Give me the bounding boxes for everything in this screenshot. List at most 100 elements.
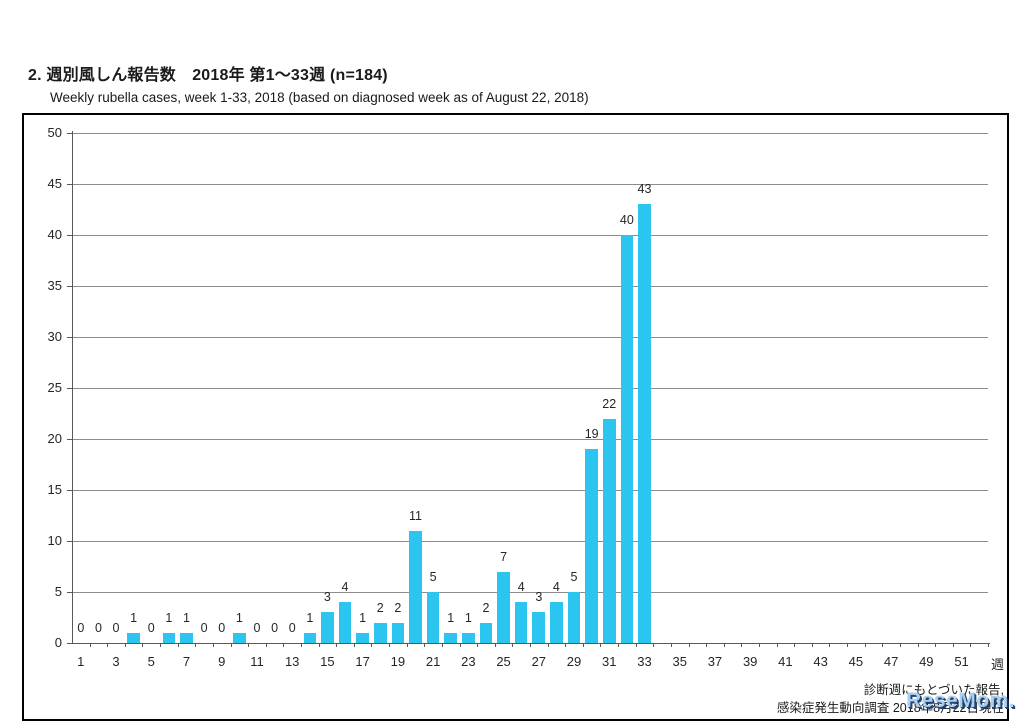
x-axis-tick <box>512 643 514 647</box>
x-axis-tick <box>212 643 214 647</box>
x-axis-tick <box>935 643 937 647</box>
x-axis-tick <box>899 643 901 647</box>
bar-week-23 <box>462 632 475 643</box>
x-axis-tick <box>547 643 549 647</box>
x-axis-tick <box>741 643 743 647</box>
bar-value-label: 1 <box>235 610 243 625</box>
y-axis-tick-label: 15 <box>47 482 62 497</box>
x-axis-tick-label: 37 <box>707 654 723 669</box>
bar-value-label: 40 <box>619 213 634 227</box>
x-axis-tick-label: 19 <box>390 654 406 669</box>
x-axis-tick-label: 35 <box>672 654 687 669</box>
x-axis-line <box>72 643 990 645</box>
source-note-line1: 診断週にもとづいた報告, <box>863 683 1004 697</box>
bar-value-label: 4 <box>552 580 560 595</box>
bar-week-20 <box>409 530 422 643</box>
bar-value-label: 2 <box>376 600 384 615</box>
x-axis-tick <box>283 643 285 647</box>
x-axis-tick <box>970 643 972 647</box>
x-axis-tick <box>706 643 708 647</box>
y-axis-tick-label: 50 <box>47 125 62 140</box>
x-axis-tick <box>688 643 690 647</box>
y-axis-tick-label: 0 <box>54 635 62 650</box>
y-axis-tick-label: 10 <box>47 533 62 548</box>
x-axis-tick <box>248 643 250 647</box>
gridline <box>73 133 988 134</box>
x-axis-tick-label: 11 <box>250 654 264 669</box>
y-axis-tick-label: 20 <box>47 431 62 446</box>
x-axis-tick-label: 9 <box>218 654 226 669</box>
x-axis-tick <box>794 643 796 647</box>
x-axis-tick <box>389 643 391 647</box>
bar-value-label: 2 <box>482 600 490 615</box>
x-axis-tick-label: 51 <box>954 654 969 669</box>
x-axis-tick <box>353 643 355 647</box>
bar-value-label: 5 <box>429 570 437 584</box>
y-axis-tick <box>67 541 72 543</box>
y-axis-tick <box>67 490 72 492</box>
x-axis-tick <box>635 643 637 647</box>
x-axis-tick <box>406 643 408 647</box>
x-axis-tick <box>670 643 672 647</box>
bar-value-label: 19 <box>584 427 599 442</box>
gridline <box>73 337 988 338</box>
y-axis-tick-label: 25 <box>47 380 62 395</box>
bar-value-label: 0 <box>218 621 226 635</box>
bar-week-26 <box>514 602 528 643</box>
x-axis-tick <box>160 643 162 647</box>
x-axis-tick <box>318 643 320 647</box>
x-axis-unit-label: 週 <box>991 657 1005 672</box>
x-axis-tick <box>494 643 496 647</box>
chart-title: 2. 週別風しん報告数 2018年 第1～33週 (n=184) <box>28 67 388 84</box>
x-axis-tick-label: 13 <box>284 654 300 669</box>
y-axis-tick <box>67 337 72 339</box>
x-axis-tick <box>336 643 338 647</box>
x-axis-tick <box>618 643 620 647</box>
x-axis-tick <box>952 643 954 647</box>
bar-value-label: 2 <box>394 600 402 615</box>
bar-value-label: 1 <box>447 610 455 625</box>
bar-value-label: 0 <box>200 621 208 635</box>
x-axis-tick <box>776 643 778 647</box>
gridline <box>73 184 988 185</box>
x-axis-tick-label: 45 <box>848 654 864 669</box>
bar-week-15 <box>321 612 334 643</box>
bar-value-label: 4 <box>341 580 349 595</box>
y-axis-tick <box>67 643 72 645</box>
bar-value-label: 0 <box>112 621 120 635</box>
bar-week-7 <box>180 632 193 643</box>
x-axis-tick <box>142 643 144 647</box>
bar-week-21 <box>426 592 440 643</box>
bar-week-22 <box>444 632 458 643</box>
resemom-watermark: ReseMom. <box>906 689 1016 712</box>
bar-value-label: 3 <box>535 590 543 605</box>
x-axis-tick <box>917 643 919 647</box>
x-axis-tick <box>758 643 760 647</box>
bar-value-label: 1 <box>165 610 173 625</box>
x-axis-tick <box>89 643 91 647</box>
gridline <box>73 490 988 491</box>
gridline <box>73 541 988 542</box>
bar-week-32 <box>620 235 634 643</box>
y-axis-line <box>72 131 74 644</box>
bar-week-10 <box>233 632 246 643</box>
gridline <box>73 286 988 287</box>
x-axis-tick <box>987 643 989 647</box>
y-axis-tick <box>67 439 72 441</box>
y-axis-tick <box>67 133 72 135</box>
x-axis-tick <box>107 643 109 647</box>
gridline <box>73 235 988 236</box>
x-axis-tick <box>441 643 443 647</box>
y-axis-tick-label: 35 <box>47 278 62 293</box>
x-axis-tick <box>195 643 197 647</box>
x-axis-tick <box>653 643 655 647</box>
x-axis-tick <box>882 643 884 647</box>
bar-week-25 <box>497 571 510 643</box>
y-axis-tick <box>67 235 72 237</box>
bar-week-28 <box>550 602 563 643</box>
x-axis-tick-label: 41 <box>778 654 793 669</box>
bar-value-label: 7 <box>500 549 508 564</box>
bar-value-label: 1 <box>359 610 367 625</box>
bar-value-label: 1 <box>130 610 138 625</box>
